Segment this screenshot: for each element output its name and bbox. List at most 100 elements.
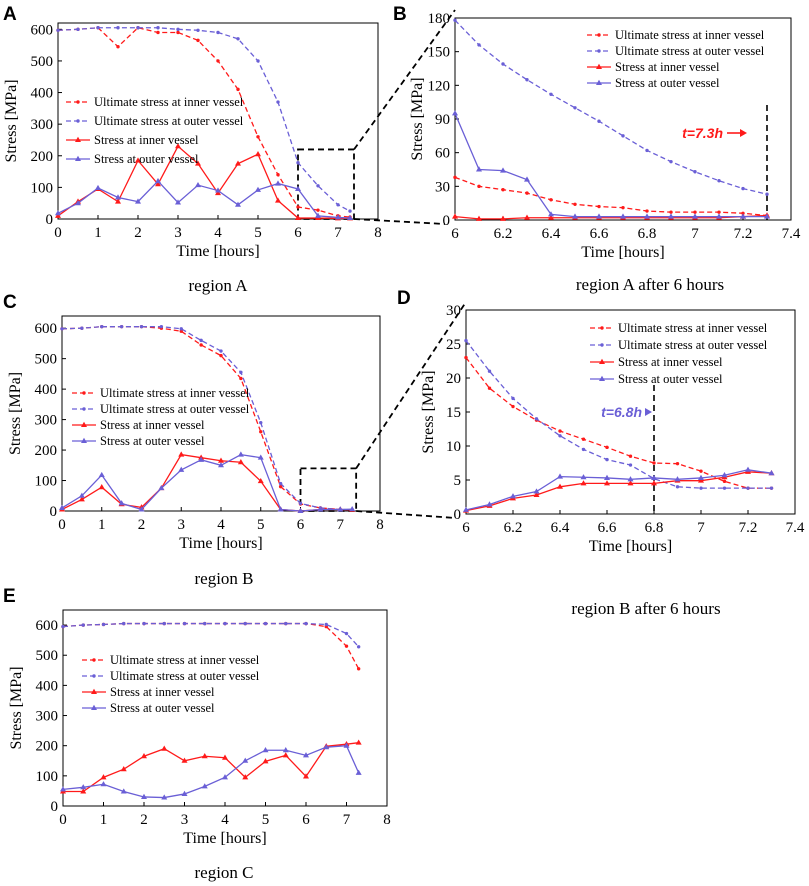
data-point (296, 161, 300, 165)
data-point (115, 198, 121, 204)
data-point (158, 484, 165, 491)
data-point (511, 396, 515, 401)
x-tick-label: 6.8 (638, 226, 657, 242)
series-line (465, 357, 772, 489)
x-tick-label: 5 (262, 812, 270, 828)
y-tick-label: 150 (428, 45, 451, 61)
data-point (668, 213, 674, 219)
legend-marker (82, 407, 86, 411)
data-point (698, 474, 704, 480)
data-point (182, 621, 187, 626)
data-point (298, 501, 303, 506)
data-point (692, 213, 698, 219)
y-tick-label: 300 (36, 709, 59, 725)
data-point (141, 793, 147, 799)
y-tick-label: 600 (35, 321, 58, 337)
x-axis-label: Time [hours] (589, 538, 672, 555)
y-tick-label: 400 (36, 678, 59, 694)
legend-marker (76, 119, 80, 123)
data-point (604, 474, 610, 480)
data-point (276, 173, 280, 177)
data-point (627, 476, 634, 482)
data-point (621, 134, 625, 138)
x-tick-label: 6 (297, 517, 305, 533)
data-point (199, 338, 203, 343)
data-point (243, 621, 247, 626)
data-point (524, 176, 530, 182)
data-point (315, 212, 321, 218)
y-tick-label: 100 (36, 769, 59, 785)
data-point (500, 215, 506, 221)
data-point (141, 753, 147, 759)
data-point (235, 201, 241, 207)
data-point (741, 211, 745, 215)
data-point (95, 184, 101, 191)
data-point (628, 463, 633, 467)
data-point (98, 484, 105, 490)
y-tick-label: 15 (446, 405, 461, 421)
data-point (196, 28, 200, 32)
panel-caption: region C (194, 863, 253, 882)
x-tick-label: 0 (59, 812, 67, 828)
legend-entry: Ultimate stress at outer vessel (94, 114, 244, 128)
data-point (741, 186, 745, 191)
data-point (236, 87, 240, 92)
x-axis-label: Time [hours] (581, 244, 664, 261)
x-tick-label: 8 (383, 812, 391, 828)
data-point (179, 329, 183, 333)
data-point (644, 213, 650, 219)
data-point (120, 788, 127, 794)
data-point (239, 370, 243, 375)
data-point (219, 353, 223, 358)
data-point (178, 451, 185, 457)
data-point (81, 623, 85, 627)
data-point (139, 324, 144, 329)
data-point (75, 199, 81, 206)
data-point (181, 790, 188, 796)
panel-d: D 6 6.2 6.4 6.6 6.8 7 7.2 7.4 0 5 10 15 20 25 30 Time [h… (397, 288, 805, 618)
legend-marker (91, 704, 97, 710)
x-tick-label: 7 (343, 812, 351, 828)
data-point (675, 461, 680, 466)
data-point (651, 474, 657, 480)
data-point (138, 506, 145, 512)
data-point (628, 454, 633, 458)
data-point (558, 429, 562, 433)
data-point (259, 420, 263, 425)
data-point (581, 447, 586, 452)
legend-entry: Stress at inner vessel (100, 418, 205, 432)
data-point (769, 486, 774, 490)
legend-entry: Stress at outer vessel (100, 434, 205, 448)
series-4 (60, 742, 362, 800)
data-point (501, 188, 505, 192)
data-point (464, 355, 468, 360)
data-point (122, 621, 126, 626)
data-point (175, 199, 181, 205)
y-tick-label: 300 (31, 117, 54, 133)
series-4 (55, 177, 353, 221)
legend-marker (81, 437, 87, 443)
data-point (175, 143, 181, 149)
data-point (549, 92, 553, 97)
data-point (558, 434, 562, 438)
x-tick-label: 7 (337, 517, 345, 533)
legend-entry: Ultimate stress at inner vessel (100, 386, 250, 400)
legend-marker (599, 375, 605, 381)
data-point (721, 472, 728, 478)
data-point (356, 667, 361, 671)
x-tick-label: 7 (697, 520, 705, 536)
data-point (60, 786, 66, 792)
data-point (722, 486, 727, 490)
series-line (454, 176, 768, 217)
data-point (645, 148, 649, 153)
data-point (257, 454, 264, 460)
panel-label: B (393, 4, 407, 25)
data-point (572, 213, 578, 219)
x-tick-label: 2 (138, 517, 146, 533)
y-tick-label: 600 (31, 22, 54, 38)
x-tick-label: 4 (214, 225, 222, 241)
data-point (98, 471, 105, 478)
y-tick-label: 10 (446, 439, 461, 455)
data-point (198, 456, 205, 462)
